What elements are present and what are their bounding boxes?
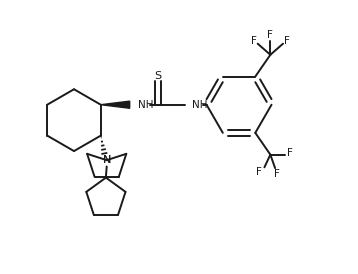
Text: F: F — [284, 36, 290, 45]
Text: S: S — [155, 71, 162, 81]
Text: NH: NH — [192, 100, 207, 110]
Text: F: F — [251, 36, 257, 45]
Polygon shape — [101, 101, 130, 108]
Text: NH: NH — [139, 100, 154, 110]
Text: F: F — [274, 169, 280, 179]
Text: F: F — [267, 30, 273, 40]
Text: N: N — [102, 155, 111, 165]
Text: F: F — [287, 148, 293, 158]
Text: F: F — [256, 167, 262, 177]
Text: N: N — [102, 155, 111, 165]
